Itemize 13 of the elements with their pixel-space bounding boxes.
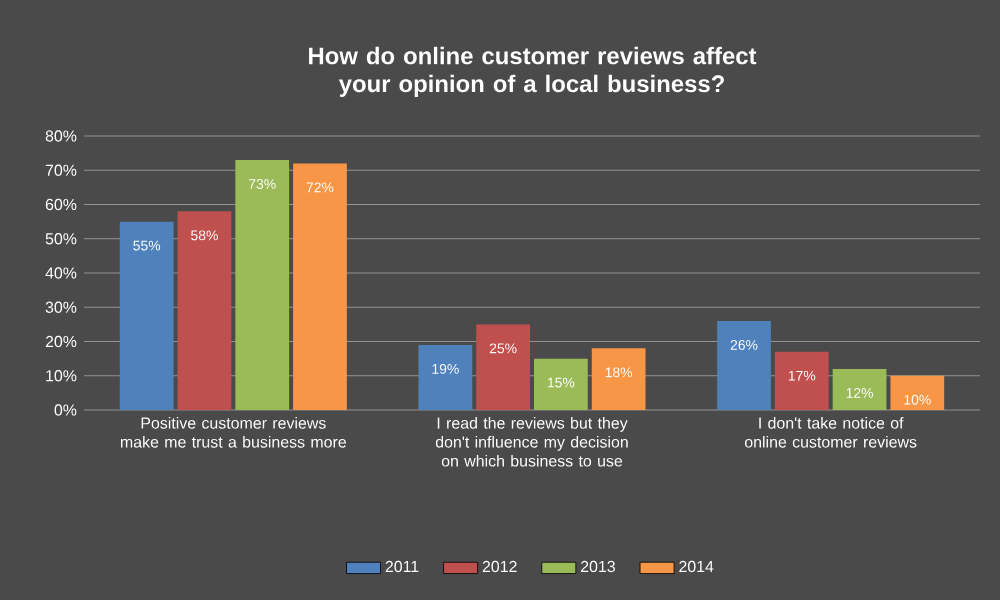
bar	[832, 368, 887, 410]
bar	[119, 221, 174, 410]
bar	[418, 344, 473, 410]
bar	[591, 348, 646, 410]
bar	[890, 375, 945, 410]
bar	[235, 159, 290, 410]
bar	[717, 320, 771, 410]
bar	[476, 324, 531, 410]
bar	[774, 351, 829, 410]
chart-title: How do online customer reviews affect your opinion of a local business?	[309, 46, 757, 98]
bar	[177, 211, 232, 410]
bar	[293, 163, 347, 410]
bar	[534, 358, 588, 410]
